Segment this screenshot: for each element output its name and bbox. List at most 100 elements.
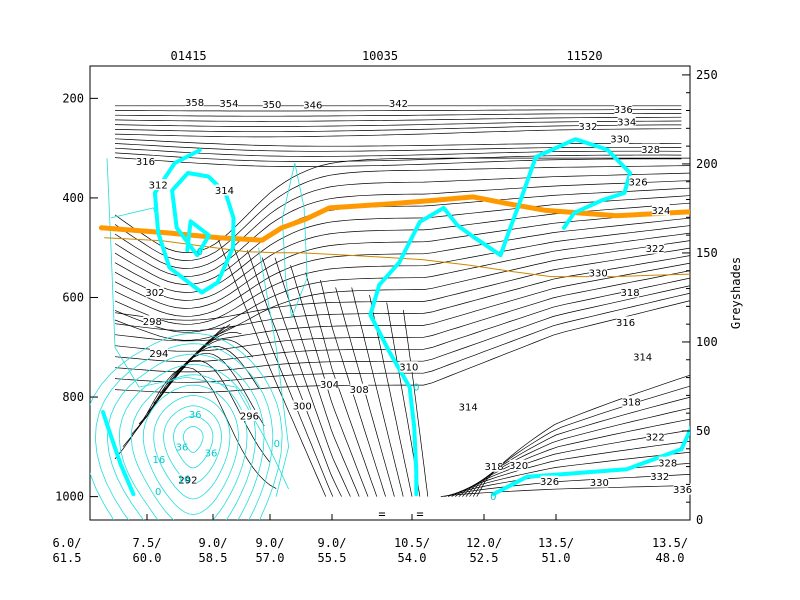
theta-label: 328 [658,458,677,469]
left-axis: 200 400 600 800 1000 [55,91,98,504]
lat-label: 60.0 [133,551,162,565]
isentrope-line [114,285,690,373]
top-axis: 01415 10035 11520 [171,49,603,63]
theta-label: 350 [262,100,281,111]
isentrope-line [114,366,277,489]
series-line-4 [491,425,690,497]
theta-label-bg [262,98,281,110]
lon-label: 12.0/ [466,536,502,550]
lon-label: 10.5/ [394,536,430,550]
cyan-thin-contours [90,158,308,520]
theta-label: 342 [389,99,408,110]
cyan-label: 36 [205,448,218,459]
theta-label-bg [673,483,692,495]
right-axis: 0 50 100 150 200 250 Greyshades [682,68,743,527]
theta-label-bg [143,315,162,327]
isentrope-line [114,247,690,321]
isentrope-line [114,143,682,152]
theta-label: 316 [136,157,155,168]
cyan-label: 16 [178,475,191,486]
lon-label: 13.5/ [652,536,688,550]
theta-label: 314 [215,186,234,197]
theta-label-bg [185,96,204,108]
theta-label: 298 [143,317,162,328]
series-line-3 [368,137,610,497]
isentrope-line [402,309,429,497]
cyan-label: 36 [176,442,189,453]
lat-label: 55.5 [318,551,347,565]
cyan-labels: 0 0 0 0 16 36 36 36 16 0 [153,247,497,503]
left-tick-label: 600 [62,290,84,304]
left-tick-label: 200 [62,91,84,105]
theta-label: 330 [589,269,608,280]
isentrope-line [462,418,690,497]
theta-label-bg [215,184,234,196]
lon-label: 6.0/ [53,536,82,550]
isentrope-line [231,242,334,497]
bottom-marker: = [378,507,385,521]
lon-label: 9.0/ [256,536,285,550]
bottom-marker: = [416,507,423,521]
theta-label: 312 [149,180,168,191]
theta-label-bg [459,400,478,412]
series-line-2 [152,148,236,295]
theta-label: 326 [540,477,559,488]
isentrope-line [114,152,682,162]
theta-label-bg [589,267,608,279]
left-tick-label: 1000 [55,490,84,504]
isentrope-line [247,250,342,497]
theta-label-bg [509,459,528,471]
isentrope-line [114,270,690,352]
theta-label: 322 [646,244,665,255]
cyan-thin-contour [94,343,274,520]
theta-label: 302 [145,288,164,299]
theta-label: 346 [303,100,322,111]
theta-label-bg [389,97,408,109]
theta-label-bg [485,460,504,472]
theta-label: 294 [149,349,168,360]
isentrope-line [114,109,682,112]
theta-label-bg [633,351,652,363]
theta-label: 334 [617,117,636,128]
theta-label: 326 [629,177,648,188]
station-label: 10035 [362,49,398,63]
isentrope-line [114,124,682,133]
lon-label: 13.5/ [538,536,574,550]
isentrope-line [114,157,690,253]
cyan-thin-contour [130,374,248,520]
cyan-thin-contour [173,415,214,469]
theta-label-bg [622,396,641,408]
isentrope-line [130,352,265,436]
isentrope-line [476,374,690,497]
isentrope-line [261,257,351,497]
theta-label: 300 [293,402,312,413]
lon-label: 7.5/ [133,536,162,550]
isentrope-line [114,240,690,341]
theta-label-bg [136,155,155,167]
series-line-5 [562,147,633,230]
cyan-thin-contour [163,405,222,484]
theta-label: 304 [320,380,339,391]
theta-label: 318 [485,462,504,473]
right-tick-label: 100 [696,335,718,349]
isentrope-line [114,128,682,138]
theta-label: 316 [616,318,635,329]
isentrope-line [114,210,690,309]
cyan-label: 0 [274,439,280,450]
lat-label: 54.0 [398,551,427,565]
theta-label-bg [145,286,164,298]
right-tick-label: 0 [696,513,703,527]
theta-label-bg [658,456,677,468]
theta-label: 318 [621,288,640,299]
lat-label: 51.0 [542,551,571,565]
theta-label: 324 [651,206,670,217]
theta-label-bg [149,347,168,359]
lat-label: 57.0 [256,551,285,565]
theta-label: 314 [459,402,478,413]
right-tick-label: 150 [696,246,718,260]
lat-label: 48.0 [656,551,685,565]
theta-label: 354 [219,99,238,110]
theta-label: 336 [673,485,692,496]
isentrope-line [166,324,231,385]
